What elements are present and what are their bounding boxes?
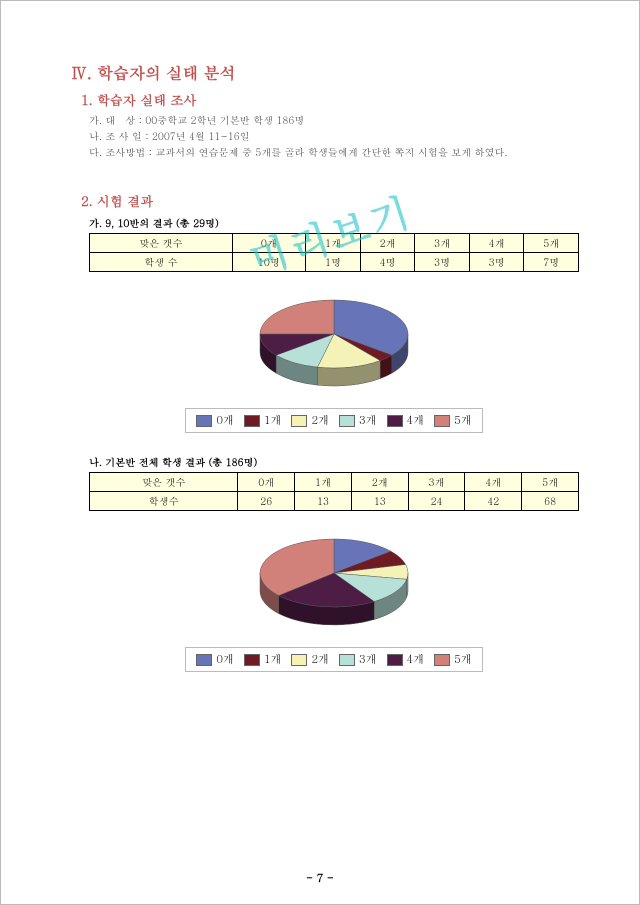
- table-a-caption: 가. 9, 10반의 결과 (총 29명): [89, 216, 581, 230]
- table-row: 학생 수 10명 1명 4명 3명 3명 7명: [90, 253, 579, 272]
- pie-chart-a: [234, 286, 434, 396]
- table-a: 맞은 갯수 0개 1개 2개 3개 4개 5개 학생 수 10명 1명 4명 3…: [89, 233, 579, 272]
- legend-item: 4개: [387, 413, 425, 428]
- survey-line-3: 다. 조사방법 : 교과서의 연습문제 중 5개를 골라 학생들에게 간단한 쪽…: [89, 145, 581, 160]
- legend-item: 0개: [196, 413, 234, 428]
- legend-swatch: [387, 654, 403, 666]
- legend-label: 0개: [216, 652, 234, 667]
- legend-swatch: [291, 415, 307, 427]
- legend-item: 0개: [196, 652, 234, 667]
- legend-item: 5개: [434, 652, 472, 667]
- legend-item: 4개: [387, 652, 425, 667]
- legend-swatch: [339, 415, 355, 427]
- legend-b: 0개 1개 2개 3개 4개 5개: [185, 647, 482, 672]
- legend-swatch: [387, 415, 403, 427]
- subsection-1-title: 1. 학습자 실태 조사: [81, 90, 581, 109]
- legend-label: 2개: [311, 413, 329, 428]
- page: 미리보기 Ⅳ. 학습자의 실태 분석 1. 학습자 실태 조사 가. 대 상 :…: [0, 0, 640, 905]
- legend-label: 0개: [216, 413, 234, 428]
- legend-swatch: [196, 654, 212, 666]
- survey-line-2: 나. 조 사 일 : 2007년 4월 11~16일: [89, 129, 581, 144]
- table-row: 학생수 26 13 13 24 42 68: [90, 492, 579, 511]
- pie-chart-b: [234, 525, 434, 635]
- legend-item: 2개: [291, 652, 329, 667]
- legend-label: 2개: [311, 652, 329, 667]
- table-row: 맞은 갯수 0개 1개 2개 3개 4개 5개: [90, 473, 579, 492]
- legend-label: 3개: [359, 652, 377, 667]
- legend-label: 4개: [407, 652, 425, 667]
- legend-item: 5개: [434, 413, 472, 428]
- legend-label: 5개: [454, 413, 472, 428]
- legend-item: 1개: [244, 413, 282, 428]
- legend-item: 1개: [244, 652, 282, 667]
- legend-swatch: [339, 654, 355, 666]
- legend-label: 4개: [407, 413, 425, 428]
- table-b: 맞은 갯수 0개 1개 2개 3개 4개 5개 학생수 26 13 13 24 …: [89, 472, 579, 511]
- legend-item: 3개: [339, 413, 377, 428]
- survey-line-1: 가. 대 상 : 00중학교 2학년 기본반 학생 186명: [89, 113, 581, 128]
- legend-swatch: [434, 654, 450, 666]
- section-title: Ⅳ. 학습자의 실태 분석: [71, 61, 581, 84]
- page-number: - 7 -: [1, 871, 639, 886]
- legend-label: 1개: [264, 413, 282, 428]
- legend-label: 3개: [359, 413, 377, 428]
- subsection-2-title: 2. 시험 결과: [81, 191, 581, 210]
- legend-swatch: [244, 415, 260, 427]
- legend-item: 2개: [291, 413, 329, 428]
- legend-swatch: [196, 415, 212, 427]
- legend-swatch: [244, 654, 260, 666]
- table-row: 맞은 갯수 0개 1개 2개 3개 4개 5개: [90, 234, 579, 253]
- legend-a: 0개 1개 2개 3개 4개 5개: [185, 408, 482, 433]
- legend-swatch: [291, 654, 307, 666]
- legend-label: 1개: [264, 652, 282, 667]
- table-b-caption: 나. 기본반 전체 학생 결과 (총 186명): [89, 455, 581, 469]
- legend-swatch: [434, 415, 450, 427]
- legend-label: 5개: [454, 652, 472, 667]
- legend-item: 3개: [339, 652, 377, 667]
